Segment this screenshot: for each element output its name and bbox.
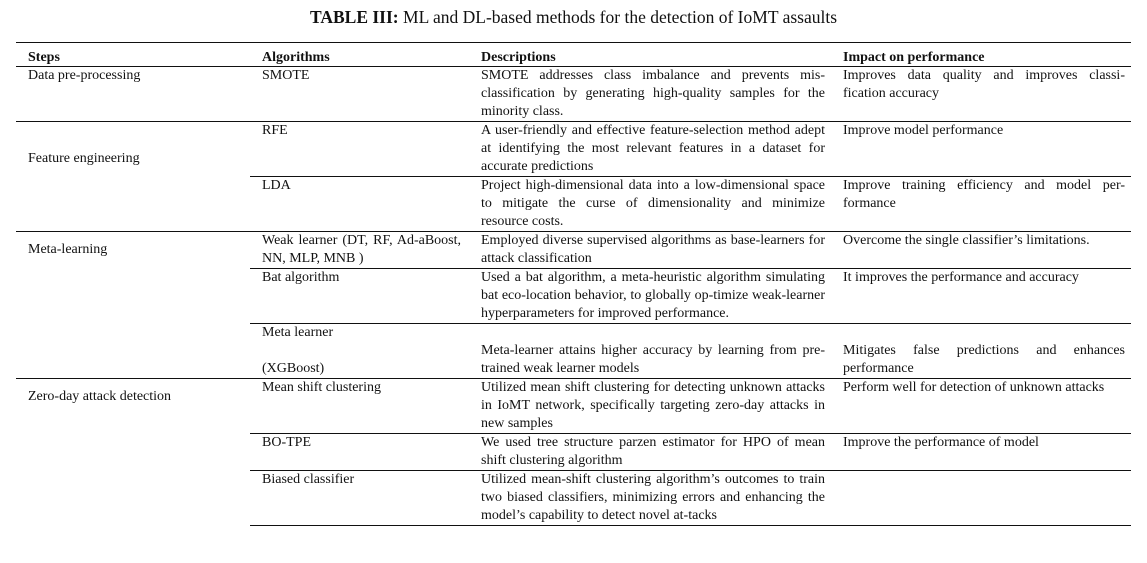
description-cell: Employed diverse supervised algorithms a…: [469, 231, 831, 269]
impact-cell: Improves data quality and improves class…: [843, 68, 1125, 101]
description-cell: Used a bat algorithm, a meta-heuristic a…: [469, 268, 831, 324]
table-row: Data pre-processing SMOTE SMOTE addresse…: [16, 67, 1131, 122]
algorithm-cell: SMOTE: [262, 68, 310, 83]
algorithm-cell: BO-TPE: [250, 433, 469, 471]
header-row: Steps Algorithms Descriptions Impact on …: [16, 42, 1131, 67]
algorithm-cell: RFE: [250, 121, 469, 177]
step-label: Feature engineering: [28, 150, 140, 166]
table-row: Meta-learning Weak learner (DT, RF, Ad-a…: [16, 231, 1131, 379]
impact-cell: [831, 470, 1131, 526]
description-cell: Utilized mean-shift clustering algorithm…: [469, 470, 831, 526]
step-cell: Zero-day attack detection: [16, 378, 250, 526]
description-cell: We used tree structure parzen estimator …: [469, 433, 831, 471]
table-row: LDA Project high-dimensional data into a…: [16, 176, 1131, 232]
table-row: Zero-day attack detection Mean shift clu…: [16, 378, 1131, 526]
methods-table: Steps Algorithms Descriptions Impact on …: [16, 42, 1131, 526]
table-label: TABLE III:: [309, 7, 399, 27]
header-steps: Steps: [16, 42, 250, 67]
table-row: BO-TPE We used tree structure parzen est…: [16, 433, 1131, 471]
impact-cell: Improve model performance: [831, 121, 1131, 177]
impact-cell: Mitigates false predictions and enhances…: [831, 323, 1131, 379]
impact-cell: Overcome the single classifier’s limitat…: [831, 231, 1131, 269]
impact-cell: Improve training efficiency and model pe…: [831, 176, 1131, 232]
step-label: Zero-day attack detection: [28, 389, 172, 404]
header-algorithms: Algorithms: [250, 42, 469, 67]
impact-cell: Improve the performance of model: [831, 433, 1131, 471]
table-row: Bat algorithm Used a bat algorithm, a me…: [16, 268, 1131, 324]
step-cell: Data pre-processing: [28, 68, 141, 83]
step-label: Meta-learning: [28, 242, 108, 257]
algorithm-cell: LDA: [250, 176, 469, 232]
description-cell: A user-friendly and effective feature-se…: [469, 121, 831, 177]
description-cell: Project high-dimensional data into a low…: [469, 176, 831, 232]
table-row: Biased classifier Utilized mean-shift cl…: [16, 470, 1131, 526]
description-cell: Meta-learner attains higher accuracy by …: [469, 323, 831, 379]
description-cell: SMOTE addresses class imbalance and prev…: [481, 68, 825, 119]
algorithm-cell: Mean shift clustering: [250, 378, 469, 434]
impact-cell: Perform well for detection of unknown at…: [831, 378, 1131, 434]
impact-cell: It improves the performance and accuracy: [831, 268, 1131, 324]
step-cell: Meta-learning: [16, 231, 250, 379]
algorithm-line: Meta learner: [262, 325, 334, 340]
table-caption: TABLE III: ML and DL-based methods for t…: [0, 6, 1147, 28]
algorithm-cell: Weak learner (DT, RF, Ad-aBoost, NN, MLP…: [250, 231, 469, 269]
table-row: Meta learner (XGBoost) Meta-learner atta…: [16, 323, 1131, 379]
description-cell: Utilized mean shift clustering for detec…: [469, 378, 831, 434]
header-impact: Impact on performance: [831, 42, 1131, 67]
table-row: Feature engineering RFE A user-friendly …: [16, 121, 1131, 232]
algorithm-line: (XGBoost): [262, 361, 325, 376]
algorithm-cell: Meta learner (XGBoost): [250, 323, 469, 379]
algorithm-cell: Biased classifier: [250, 470, 469, 526]
algorithm-cell: Bat algorithm: [250, 268, 469, 324]
table-title: ML and DL-based methods for the detectio…: [403, 7, 838, 27]
header-descriptions: Descriptions: [469, 42, 831, 67]
step-cell: Feature engineering: [16, 121, 250, 232]
